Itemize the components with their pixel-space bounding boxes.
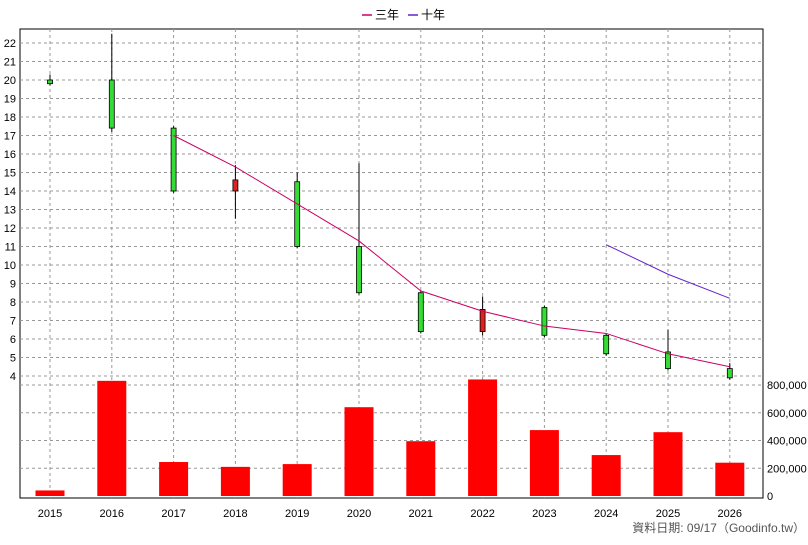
volume-tick-label: 400,000 [767,436,807,448]
price-tick-label: 4 [10,371,16,383]
x-tick-label: 2016 [100,508,124,520]
series-line [173,135,730,368]
axis-layer: 456789101112131415161718192021220200,000… [4,38,807,520]
x-tick-label: 2026 [718,508,742,520]
volume-bar [468,379,498,496]
candle-body [294,181,301,247]
volume-tick-label: 800,000 [767,380,807,392]
volume-bar [344,407,374,496]
series-line [605,244,730,299]
candle-body [417,292,424,332]
candle-body [108,79,115,129]
volume-bar [97,380,127,496]
price-tick-label: 15 [4,168,16,180]
price-tick-label: 22 [4,38,16,50]
price-tick-label: 9 [10,279,16,291]
price-tick-label: 7 [10,316,16,328]
x-tick-label: 2020 [347,508,371,520]
price-tick-label: 21 [4,57,16,69]
data-date-footer: 資料日期: 09/17（Goodinfo.tw） [632,521,805,535]
volume-tick-label: 0 [767,491,773,503]
legend-label: 十年 [421,8,445,22]
price-tick-label: 20 [4,75,16,87]
x-tick-label: 2018 [223,508,247,520]
plot-frame [19,28,764,499]
volume-bar [282,464,312,496]
volume-bar [715,462,745,496]
volume-tick-label: 600,000 [767,408,807,420]
candle-body [47,79,53,85]
candle-body [170,127,177,192]
candle-body [665,351,671,370]
candle-body [356,246,362,294]
volume-layer [35,379,745,496]
x-tick-label: 2017 [161,508,185,520]
x-tick-label: 2024 [594,508,618,520]
volume-bar [529,430,559,496]
candle-body [479,308,486,332]
candle-body [726,368,733,379]
price-tick-label: 13 [4,205,16,217]
candle-body [232,179,239,192]
price-tick-label: 8 [10,297,16,309]
candle-layer [47,33,733,380]
price-tick-label: 14 [4,186,16,198]
candle-body [541,307,548,336]
legend: 三年 十年 [362,8,445,22]
x-tick-label: 2022 [470,508,494,520]
x-tick-label: 2015 [38,508,62,520]
price-tick-label: 5 [10,353,16,365]
volume-bar [220,466,250,496]
line-layer [173,135,730,368]
x-tick-label: 2021 [409,508,433,520]
price-tick-label: 11 [5,242,16,254]
volume-bar [653,432,683,496]
price-tick-label: 10 [4,260,16,272]
x-tick-label: 2025 [656,508,680,520]
volume-tick-label: 200,000 [767,463,807,475]
volume-bar [35,490,65,496]
price-tick-label: 19 [4,94,16,106]
x-tick-label: 2023 [532,508,556,520]
candle-body [603,334,610,355]
price-tick-label: 6 [10,334,16,346]
price-tick-label: 16 [4,149,16,161]
price-tick-label: 12 [4,223,16,235]
price-tick-label: 18 [4,112,16,124]
x-tick-label: 2019 [285,508,309,520]
legend-label: 三年 [375,8,399,22]
price-tick-label: 17 [4,131,16,143]
volume-bar [406,441,436,496]
volume-bar [591,455,621,496]
volume-bar [159,462,189,496]
